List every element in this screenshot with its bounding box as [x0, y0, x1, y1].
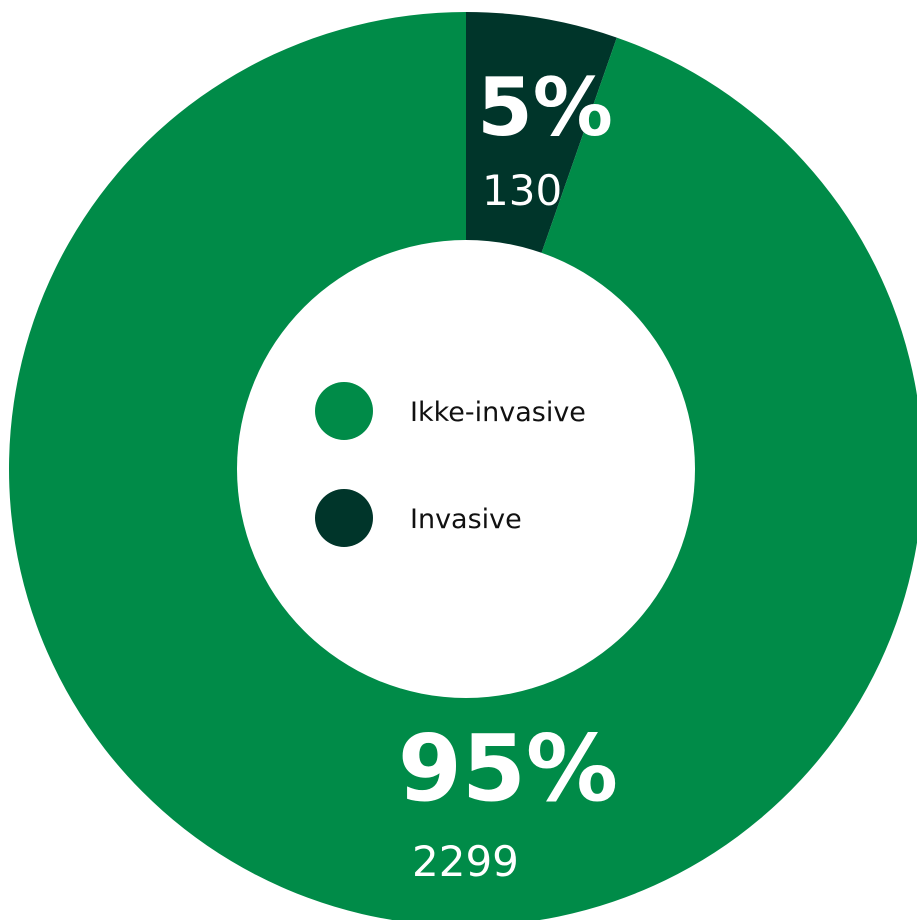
slice-count-label-invasive: 130 — [482, 166, 562, 215]
legend-label-invasive: Invasive — [410, 504, 522, 535]
legend-item-ikke-invasive: Ikke-invasive — [315, 382, 586, 440]
slice-percent-label-ikke-invasive: 95% — [398, 715, 618, 822]
legend-item-invasive: Invasive — [315, 489, 522, 547]
legend-swatch-ikke-invasive — [315, 382, 373, 440]
donut-hole — [237, 240, 695, 698]
legend-label-ikke-invasive: Ikke-invasive — [410, 397, 586, 428]
slice-count-label-ikke-invasive: 2299 — [412, 837, 519, 886]
slice-percent-label-invasive: 5% — [477, 61, 613, 154]
legend-swatch-invasive — [315, 489, 373, 547]
legend: Ikke-invasive Invasive — [315, 382, 586, 547]
